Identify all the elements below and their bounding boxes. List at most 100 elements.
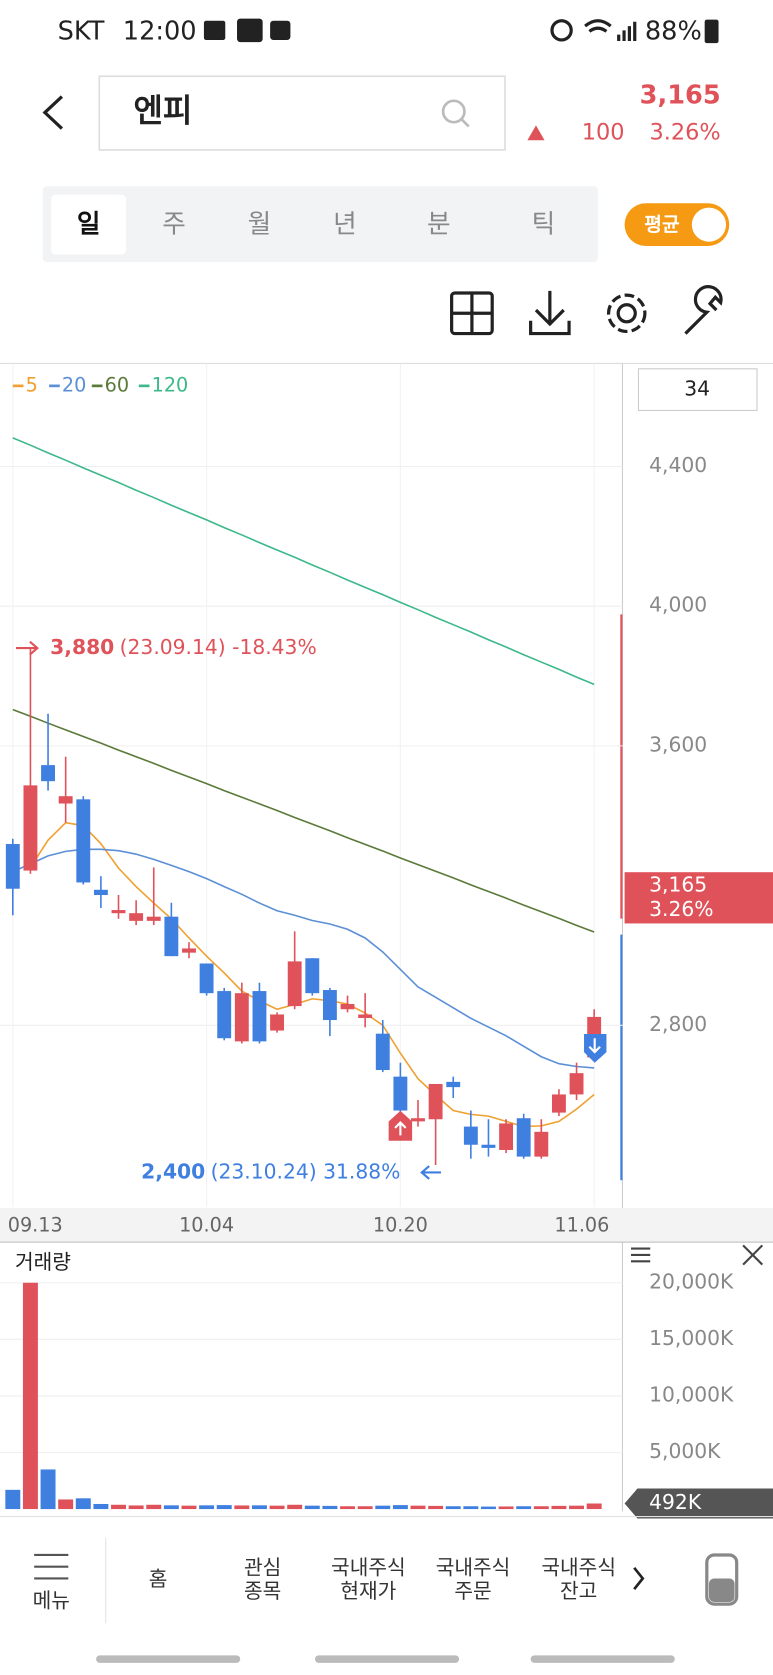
menu-icon[interactable]: [34, 1553, 69, 1580]
search-box[interactable]: [98, 75, 506, 151]
moving-average-line: [29, 821, 595, 1128]
y-tick-label: 4,000: [649, 593, 707, 617]
candle-body: [428, 1083, 443, 1120]
volume-bar: [463, 1506, 479, 1510]
volume-bar: [498, 1506, 514, 1510]
volume-bar: [287, 1504, 303, 1510]
price-change-pct: 3.26%: [649, 119, 720, 145]
nav-label[interactable]: 홈: [149, 1567, 168, 1591]
close-icon[interactable]: [742, 1244, 764, 1266]
volume-bar: [269, 1505, 285, 1510]
candle-count-box[interactable]: [637, 368, 758, 411]
annotation-arrow: [16, 640, 40, 656]
settings-icon[interactable]: [616, 303, 637, 324]
candle-body: [322, 990, 337, 1021]
search-icon[interactable]: [441, 99, 466, 124]
volume-bar: [146, 1504, 162, 1510]
back-button[interactable]: [42, 95, 64, 130]
candle-body: [58, 796, 73, 804]
status-icon: [550, 19, 573, 42]
volume-bar: [410, 1505, 426, 1510]
phone-icon: [708, 1578, 735, 1602]
nav-label[interactable]: 메뉴: [33, 1588, 70, 1612]
candle-body: [199, 963, 214, 994]
volume-bar: [480, 1506, 496, 1510]
candle-body: [287, 961, 302, 1007]
x-tick-label: 09.13: [8, 1214, 63, 1237]
candle-body: [111, 910, 126, 914]
candle-count: 34: [684, 377, 710, 401]
nav-label[interactable]: 국내주식: [436, 1555, 511, 1579]
y-tick-label: 5,000K: [649, 1439, 721, 1463]
candle-body: [146, 916, 161, 921]
nav-label[interactable]: 국내주식: [331, 1555, 406, 1579]
current-volume-label: 492K: [649, 1490, 702, 1514]
volume-bar: [251, 1505, 267, 1510]
y-tick-label: 4,400: [649, 453, 707, 477]
toggle-knob: [691, 207, 727, 242]
nav-label[interactable]: 종목: [244, 1579, 281, 1603]
candle-body: [76, 799, 91, 883]
period-tabs: [42, 186, 598, 263]
y-tick-label: 2,800: [649, 1012, 707, 1036]
volume-bar: [5, 1489, 21, 1510]
y-tick-label: 10,000K: [649, 1382, 734, 1406]
annotation: 3,880 (23.09.14) -18.43%: [50, 635, 317, 659]
x-tick-label: 10.04: [179, 1214, 234, 1237]
annotation-price: 3,880: [50, 635, 114, 659]
volume-bar: [445, 1506, 461, 1510]
nav-label[interactable]: 잔고: [560, 1579, 597, 1603]
nav-label[interactable]: 주문: [454, 1579, 491, 1603]
gesture-bar: [314, 1655, 460, 1663]
candle-body: [340, 1003, 355, 1010]
volume-bar: [40, 1469, 56, 1510]
period-tab[interactable]: 년: [333, 210, 357, 240]
volume-bar: [340, 1506, 356, 1510]
tool-icon[interactable]: [684, 285, 723, 335]
moving-average-line: [12, 708, 595, 933]
gesture-bar: [530, 1655, 675, 1663]
nav-more[interactable]: [633, 1566, 645, 1590]
gesture-bar: [96, 1655, 241, 1663]
volume-bar: [163, 1505, 179, 1510]
menu-icon[interactable]: [630, 1247, 651, 1263]
volume-bar: [22, 1282, 38, 1510]
candle-body: [446, 1081, 461, 1088]
volume-bar: [551, 1505, 567, 1510]
candle-body: [463, 1126, 478, 1145]
status-icon: [270, 20, 291, 40]
x-tick-label: 11.06: [554, 1214, 609, 1237]
x-tick-label: 10.20: [373, 1214, 428, 1237]
nav-label[interactable]: 국내주식: [541, 1555, 616, 1579]
carrier: SKT: [58, 16, 105, 46]
volume-bar: [111, 1504, 126, 1510]
period-tab[interactable]: 주: [162, 210, 186, 240]
nav-label[interactable]: 관심: [244, 1555, 281, 1579]
volume-bar: [216, 1505, 232, 1510]
nav-label[interactable]: 현재가: [340, 1579, 396, 1603]
y-tick-label: 20,000K: [649, 1269, 734, 1293]
candle-body: [375, 1033, 390, 1071]
buy-signal-arrow: [394, 1121, 407, 1136]
candle-body: [252, 991, 267, 1042]
period-tab[interactable]: 일: [77, 210, 101, 240]
download-icon[interactable]: [529, 290, 571, 336]
legend-label: 60: [105, 373, 129, 396]
price-change: 100: [582, 119, 625, 145]
candle-body: [5, 844, 20, 889]
settings-icon: [606, 293, 647, 334]
current-change-label: 3.26%: [649, 897, 713, 921]
volume-bar: [75, 1498, 91, 1510]
current-price-box: [624, 872, 773, 924]
volume-title: 거래량: [15, 1250, 71, 1274]
candle-body: [393, 1076, 408, 1111]
period-tab[interactable]: 틱: [532, 210, 556, 240]
candle-body: [129, 913, 144, 921]
selected-tab: [51, 194, 126, 255]
current-price-label: 3,165: [649, 873, 707, 897]
phone-icon[interactable]: [705, 1553, 739, 1606]
period-tab[interactable]: 분: [427, 210, 451, 240]
period-tab[interactable]: 월: [248, 210, 272, 240]
volume-bar: [569, 1505, 585, 1510]
volume-bar: [181, 1505, 197, 1510]
